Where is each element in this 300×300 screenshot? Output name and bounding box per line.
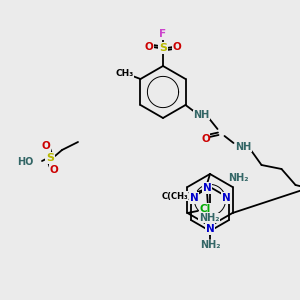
Text: N: N [190, 193, 198, 203]
Text: O: O [145, 42, 153, 52]
Text: O: O [201, 134, 210, 144]
Text: NH: NH [194, 110, 210, 120]
Text: NH₂: NH₂ [199, 213, 219, 223]
Text: NH: NH [236, 142, 252, 152]
Text: C(CH₃)₂: C(CH₃)₂ [162, 191, 196, 200]
Text: N: N [222, 193, 230, 203]
Text: NH₂: NH₂ [200, 240, 220, 250]
Text: S: S [159, 43, 167, 53]
Text: O: O [42, 141, 50, 151]
Text: S: S [46, 153, 54, 163]
Text: CH₃: CH₃ [116, 68, 134, 77]
Text: Cl: Cl [200, 204, 211, 214]
Text: HO: HO [18, 157, 34, 167]
Text: O: O [50, 165, 58, 175]
Text: N: N [206, 224, 214, 234]
Text: NH₂: NH₂ [228, 173, 248, 183]
Text: F: F [159, 29, 167, 39]
Text: O: O [172, 42, 182, 52]
Text: N: N [202, 183, 211, 193]
